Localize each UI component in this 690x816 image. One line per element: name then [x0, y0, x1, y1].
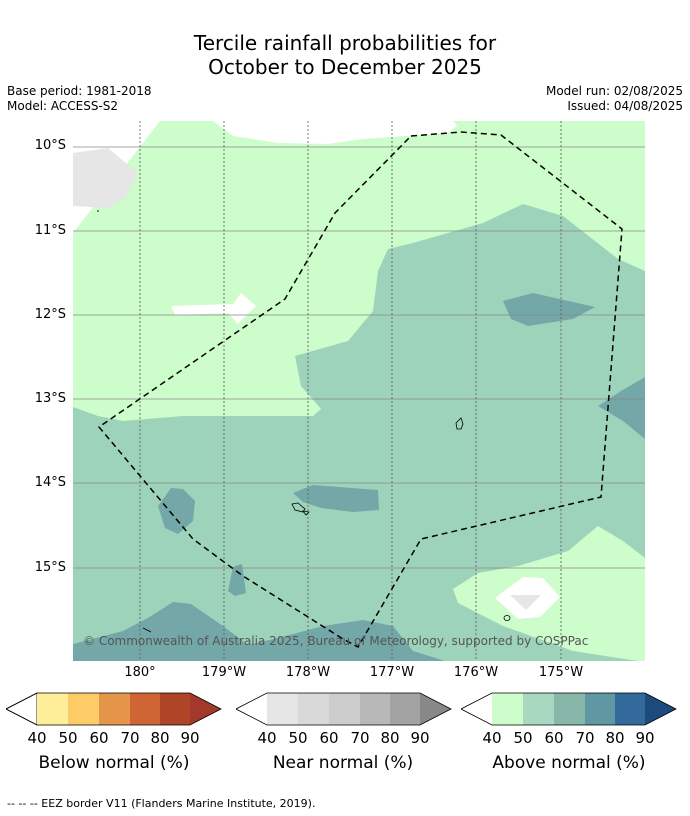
- copyright-notice: © Commonwealth of Australia 2025, Bureau…: [83, 634, 589, 648]
- island-3: [302, 510, 310, 516]
- near-40-region-south: [510, 595, 541, 610]
- above-swatch-40: [492, 693, 523, 725]
- below-tick-70: 70: [120, 729, 140, 747]
- meridians: [139, 121, 562, 661]
- below-tick-40: 40: [27, 729, 47, 747]
- above-tick-40: 40: [482, 729, 502, 747]
- near-40-region: [73, 148, 138, 208]
- above-60-patch-5: [228, 564, 246, 596]
- above-40-region-north: [73, 121, 645, 421]
- lat-label-10s: 10°S: [34, 138, 66, 153]
- island-1: [455, 417, 464, 430]
- near-swatch-50: [298, 693, 329, 725]
- near-tick-70: 70: [350, 729, 370, 747]
- lon-label-177w: 177°W: [369, 665, 415, 680]
- above-40-edge: [453, 121, 468, 129]
- issued-date: Issued: 04/08/2025: [567, 99, 683, 113]
- below-tick-90: 90: [180, 729, 200, 747]
- below-tick-80: 80: [150, 729, 170, 747]
- above-swatch-70: [585, 693, 615, 725]
- above-tick-60: 60: [544, 729, 564, 747]
- lat-label-15s: 15°S: [34, 560, 66, 575]
- base-period: Base period: 1981-2018: [7, 84, 152, 98]
- lon-label-179w: 179°W: [201, 665, 247, 680]
- near-normal-label: Near normal (%): [272, 753, 414, 773]
- above-tick-90: 90: [635, 729, 655, 747]
- above-arrow-right: [645, 693, 676, 725]
- run-info: Model run: 02/08/2025 Issued: 04/08/2025: [546, 84, 683, 114]
- graticule: [73, 146, 645, 569]
- below-normal-label: Below normal (%): [38, 753, 190, 773]
- eez-footnote: -- -- -- EEZ border V11 (Flanders Marine…: [7, 797, 316, 810]
- near-tick-40: 40: [257, 729, 277, 747]
- near-arrow-right: [420, 693, 451, 725]
- below-swatch-40: [37, 693, 68, 725]
- model-run: Model run: 02/08/2025: [545, 84, 683, 98]
- lat-label-11s: 11°S: [34, 223, 66, 238]
- above-swatch-80: [615, 693, 645, 725]
- below-swatch-50: [68, 693, 99, 725]
- near-tick-50: 50: [288, 729, 308, 747]
- above-60-patch-1: [503, 293, 595, 326]
- below-swatch-70: [130, 693, 160, 725]
- model-info: Base period: 1981-2018 Model: ACCESS-S2: [7, 84, 152, 114]
- eez-border: [97, 131, 623, 649]
- below-swatch-80: [160, 693, 190, 725]
- no-data-blob: [171, 293, 256, 324]
- model-name: Model: ACCESS-S2: [7, 99, 119, 113]
- above-swatch-50: [523, 693, 554, 725]
- near-swatch-60: [329, 693, 360, 725]
- no-data-strip-top: [160, 121, 463, 144]
- map-title: Tercile rainfall probabilities for Octob…: [0, 31, 690, 79]
- above-tick-70: 70: [575, 729, 595, 747]
- legend-above-normal-bar: [461, 692, 677, 726]
- above-normal-label: Above normal (%): [492, 753, 646, 773]
- below-tick-50: 50: [58, 729, 78, 747]
- lon-label-176w: 176°W: [453, 665, 499, 680]
- near-tick-60: 60: [319, 729, 339, 747]
- near-tick-90: 90: [410, 729, 430, 747]
- near-swatch-40: [267, 693, 298, 725]
- below-tick-60: 60: [89, 729, 109, 747]
- title-line-2: October to December 2025: [208, 55, 482, 79]
- island-5: [142, 627, 152, 633]
- above-tick-50: 50: [513, 729, 533, 747]
- island-4: [503, 615, 511, 621]
- below-arrow-right: [190, 693, 221, 725]
- lat-label-12s: 12°S: [34, 307, 66, 322]
- above-60-patch-4: [158, 488, 195, 534]
- near-tick-80: 80: [380, 729, 400, 747]
- above-swatch-60: [554, 693, 585, 725]
- island-6: [97, 210, 99, 212]
- lat-label-13s: 13°S: [34, 391, 66, 406]
- forecast-map: [73, 121, 645, 661]
- lon-label-180: 180°: [124, 665, 156, 680]
- above-arrow-left: [461, 693, 492, 725]
- near-arrow-left: [236, 693, 267, 725]
- near-swatch-80: [390, 693, 420, 725]
- lon-label-175w: 175°W: [538, 665, 584, 680]
- below-arrow-left: [6, 692, 38, 726]
- island-2: [291, 502, 306, 513]
- legend-below-normal-bar: [6, 692, 222, 726]
- title-line-1: Tercile rainfall probabilities for: [193, 31, 497, 55]
- lat-label-14s: 14°S: [34, 475, 66, 490]
- above-60-patch-6: [73, 602, 445, 661]
- above-tick-80: 80: [605, 729, 625, 747]
- lon-label-178w: 178°W: [285, 665, 331, 680]
- above-60-patch-3: [293, 485, 379, 512]
- near-swatch-70: [360, 693, 390, 725]
- legend-near-normal-bar: [236, 692, 452, 726]
- above-60-patch-2: [598, 377, 645, 439]
- below-swatch-60: [99, 693, 130, 725]
